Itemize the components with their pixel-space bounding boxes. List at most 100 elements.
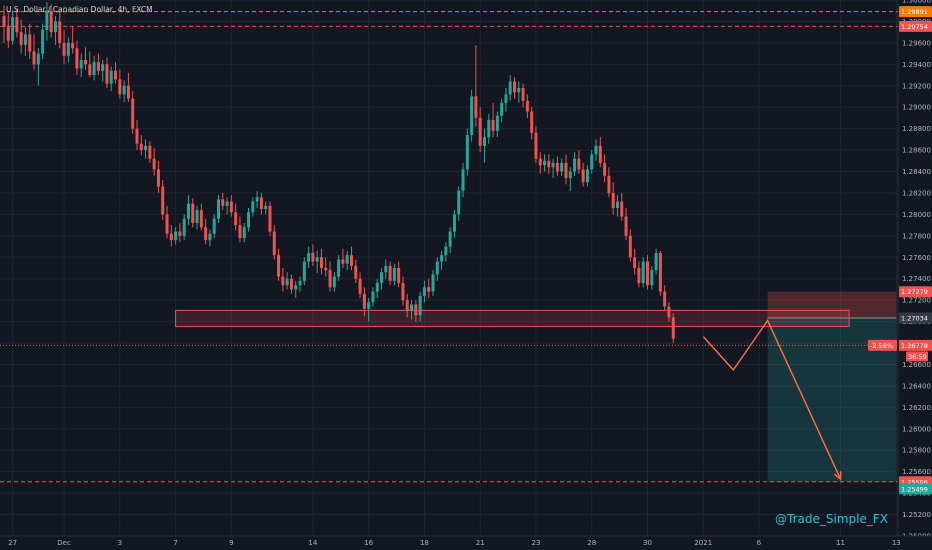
- candle-body: [49, 10, 53, 33]
- candle-body: [534, 132, 538, 159]
- candle-body: [487, 120, 491, 138]
- candle-body: [217, 199, 220, 219]
- candle-body: [414, 304, 418, 316]
- candle-body: [525, 100, 529, 112]
- time-axis-background: [0, 536, 932, 550]
- candle-body: [508, 81, 512, 95]
- candle-body: [294, 285, 298, 290]
- candle-body: [633, 257, 637, 268]
- candle-body: [36, 53, 40, 65]
- candle-body: [45, 10, 49, 31]
- candle-body: [405, 300, 409, 311]
- price-tag-box: [899, 6, 932, 18]
- price-tag-box: [899, 312, 932, 324]
- candle-body: [6, 26, 10, 41]
- candle-body: [311, 252, 315, 262]
- candle-body: [658, 252, 662, 292]
- candle-body: [637, 268, 641, 284]
- candle-body: [470, 96, 474, 136]
- candle-body: [58, 21, 62, 43]
- candle-body: [410, 304, 414, 311]
- y-tick-label: 1.25200: [902, 511, 931, 519]
- candle-body: [422, 287, 426, 296]
- candle-body: [88, 64, 92, 76]
- candle-body: [362, 293, 366, 309]
- y-tick-label: 1.30000: [902, 0, 931, 5]
- candle-body: [23, 34, 27, 46]
- x-tick-label: 23: [531, 539, 540, 547]
- price-tag-label: 1.25506: [901, 478, 928, 486]
- candle-body: [148, 145, 152, 159]
- candle-body: [448, 231, 452, 247]
- price-axis-background: [898, 0, 932, 550]
- candle-body: [161, 186, 165, 215]
- candle-body: [354, 265, 358, 279]
- candle-body: [641, 261, 645, 284]
- candle-body: [32, 51, 36, 65]
- candle-body: [92, 62, 96, 76]
- candle-body: [461, 169, 465, 191]
- candle-body: [315, 257, 319, 262]
- x-tick-label: 16: [364, 539, 373, 547]
- candle-body: [624, 216, 628, 236]
- candle-body: [663, 291, 667, 307]
- candle-body: [174, 231, 178, 241]
- candle-body: [380, 272, 384, 284]
- candle-body: [79, 60, 83, 69]
- candle-body: [182, 218, 186, 236]
- x-tick-label: 6: [757, 539, 762, 547]
- candle-body: [560, 162, 564, 172]
- candle-body: [307, 252, 311, 262]
- candle-body: [517, 87, 521, 93]
- price-tag-label: 1.27034: [901, 314, 928, 322]
- candle-body: [349, 255, 353, 266]
- candle-body: [101, 64, 105, 71]
- candle-body: [603, 162, 607, 176]
- price-tag-box: [899, 20, 932, 32]
- countdown-label: 36:59: [908, 353, 927, 361]
- y-tick-label: 1.29200: [902, 82, 931, 90]
- candle-body: [367, 302, 371, 309]
- candle-body: [204, 227, 208, 241]
- candle-body: [225, 201, 229, 206]
- candle-body: [474, 96, 478, 118]
- y-tick-label: 1.28800: [902, 125, 931, 133]
- candle-body: [573, 158, 577, 172]
- candle-body: [247, 212, 251, 228]
- y-tick-label: 1.29000: [902, 104, 931, 112]
- candle-body: [15, 17, 19, 33]
- price-tag-label: 1.26778: [901, 342, 928, 350]
- x-tick-label: 3: [118, 539, 122, 547]
- candle-body: [109, 70, 113, 84]
- candle-body: [126, 85, 130, 99]
- candle-body: [28, 34, 32, 52]
- candle-body: [538, 158, 542, 166]
- y-tick-label: 1.29600: [902, 39, 931, 47]
- countdown-box: [906, 351, 928, 362]
- y-tick-label: 1.26400: [902, 382, 931, 390]
- candle-body: [169, 233, 173, 241]
- x-tick-label: 2021: [694, 539, 712, 547]
- candle-body: [332, 276, 336, 288]
- candle-body: [418, 295, 422, 316]
- candle-body: [585, 169, 589, 183]
- candle-body: [66, 42, 70, 56]
- candle-body: [75, 48, 79, 69]
- x-tick-label: 18: [420, 539, 429, 547]
- x-tick-label: 7: [173, 539, 177, 547]
- candle-body: [671, 317, 675, 339]
- candle-body: [513, 81, 517, 93]
- candle-body: [358, 278, 362, 294]
- candle-body: [139, 143, 143, 151]
- price-tag-box: [899, 483, 932, 495]
- x-tick-label: 30: [643, 539, 652, 547]
- x-tick-label: 27: [8, 539, 17, 547]
- candle-body: [521, 87, 525, 101]
- candle-body: [195, 210, 199, 223]
- candle-body: [118, 79, 122, 95]
- y-tick-label: 1.26600: [902, 361, 931, 369]
- candle-body: [388, 265, 392, 281]
- x-tick-label: 11: [836, 539, 845, 547]
